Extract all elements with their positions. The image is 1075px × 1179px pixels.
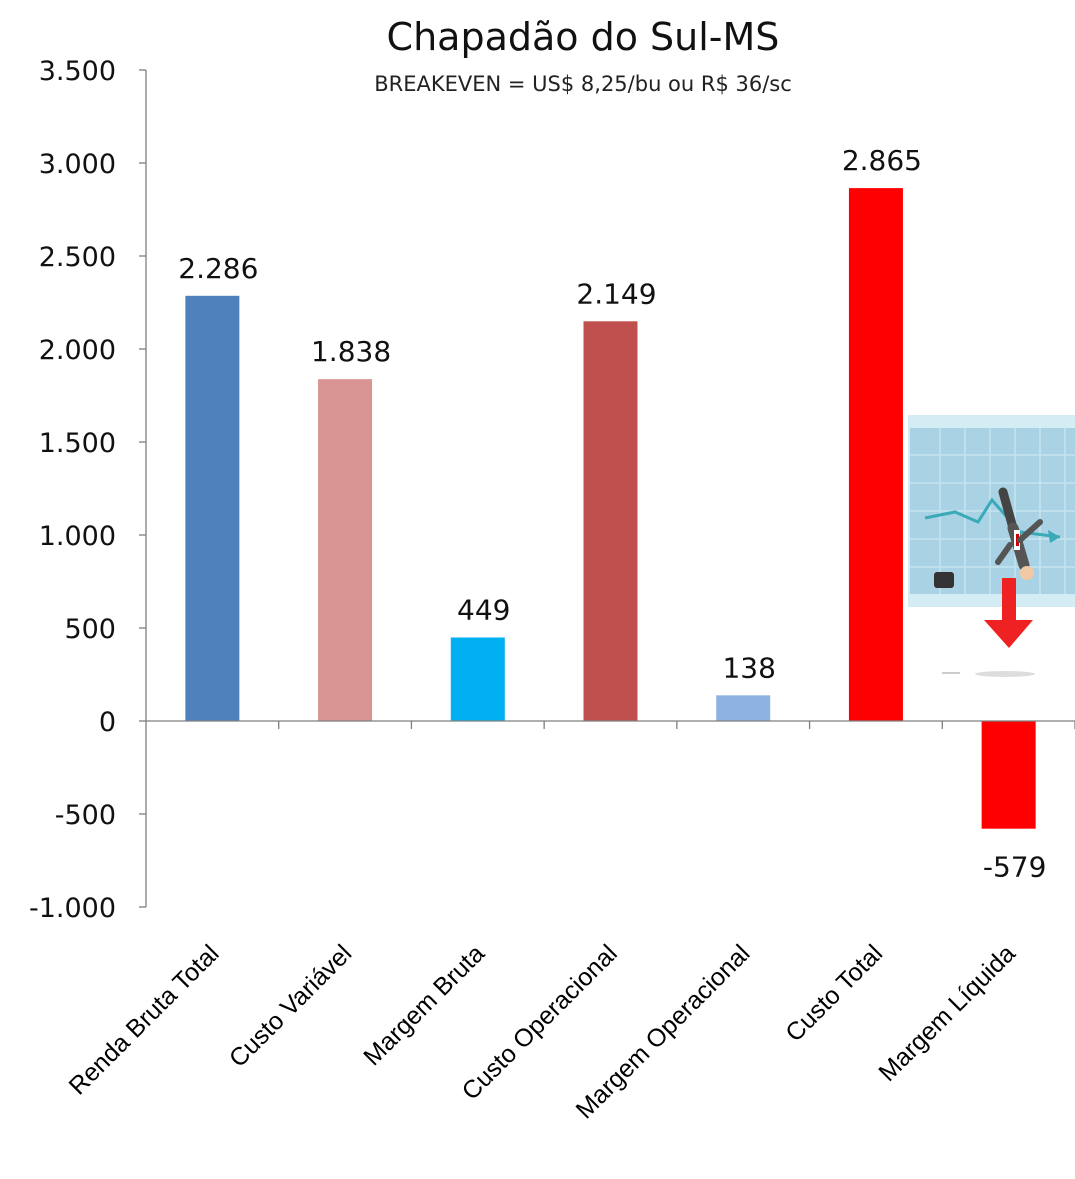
data-label: 138 xyxy=(722,651,775,684)
bar-6 xyxy=(848,188,903,722)
data-label: 449 xyxy=(457,593,510,626)
y-tick-label: 3.500 xyxy=(39,56,116,87)
bar-1 xyxy=(185,295,240,721)
bar-4 xyxy=(583,321,638,721)
data-label: 1.838 xyxy=(311,335,391,368)
y-tick-label: 3.000 xyxy=(39,149,116,180)
bar-5 xyxy=(716,695,771,721)
down-arrow-icon xyxy=(984,620,1033,648)
bar-2 xyxy=(318,379,373,721)
bar-7 xyxy=(981,721,1036,829)
x-tick-label: Margem Bruta xyxy=(358,939,490,1071)
y-tick-label: 2.000 xyxy=(39,335,116,366)
x-tick-label: Renda Bruta Total xyxy=(64,939,225,1100)
y-tick-label: 500 xyxy=(64,614,116,645)
chart-title: Chapadão do Sul-MS xyxy=(387,15,780,59)
y-tick-label: -500 xyxy=(55,800,116,831)
briefcase-icon xyxy=(934,572,954,588)
data-label: 2.149 xyxy=(576,277,656,310)
y-tick-label: 0 xyxy=(99,707,116,738)
y-tick-label: 1.500 xyxy=(39,428,116,459)
data-label: 2.286 xyxy=(178,252,258,285)
data-label: -579 xyxy=(983,851,1047,884)
y-tick-label: -1.000 xyxy=(29,893,116,924)
x-tick-label: Margem Líquida xyxy=(873,939,1021,1087)
falling-businessman-illustration xyxy=(908,415,1075,677)
x-tick-label: Custo Total xyxy=(780,939,888,1047)
bar-3 xyxy=(450,637,505,721)
x-tick-label: Custo Variável xyxy=(224,939,357,1072)
y-tick-label: 2.500 xyxy=(39,242,116,273)
businessman-figure xyxy=(995,487,1043,580)
y-tick-label: 1.000 xyxy=(39,521,116,552)
chart-subtitle: BREAKEVEN = US$ 8,25/bu ou R$ 36/sc xyxy=(374,72,792,96)
data-label: 2.865 xyxy=(842,144,922,177)
